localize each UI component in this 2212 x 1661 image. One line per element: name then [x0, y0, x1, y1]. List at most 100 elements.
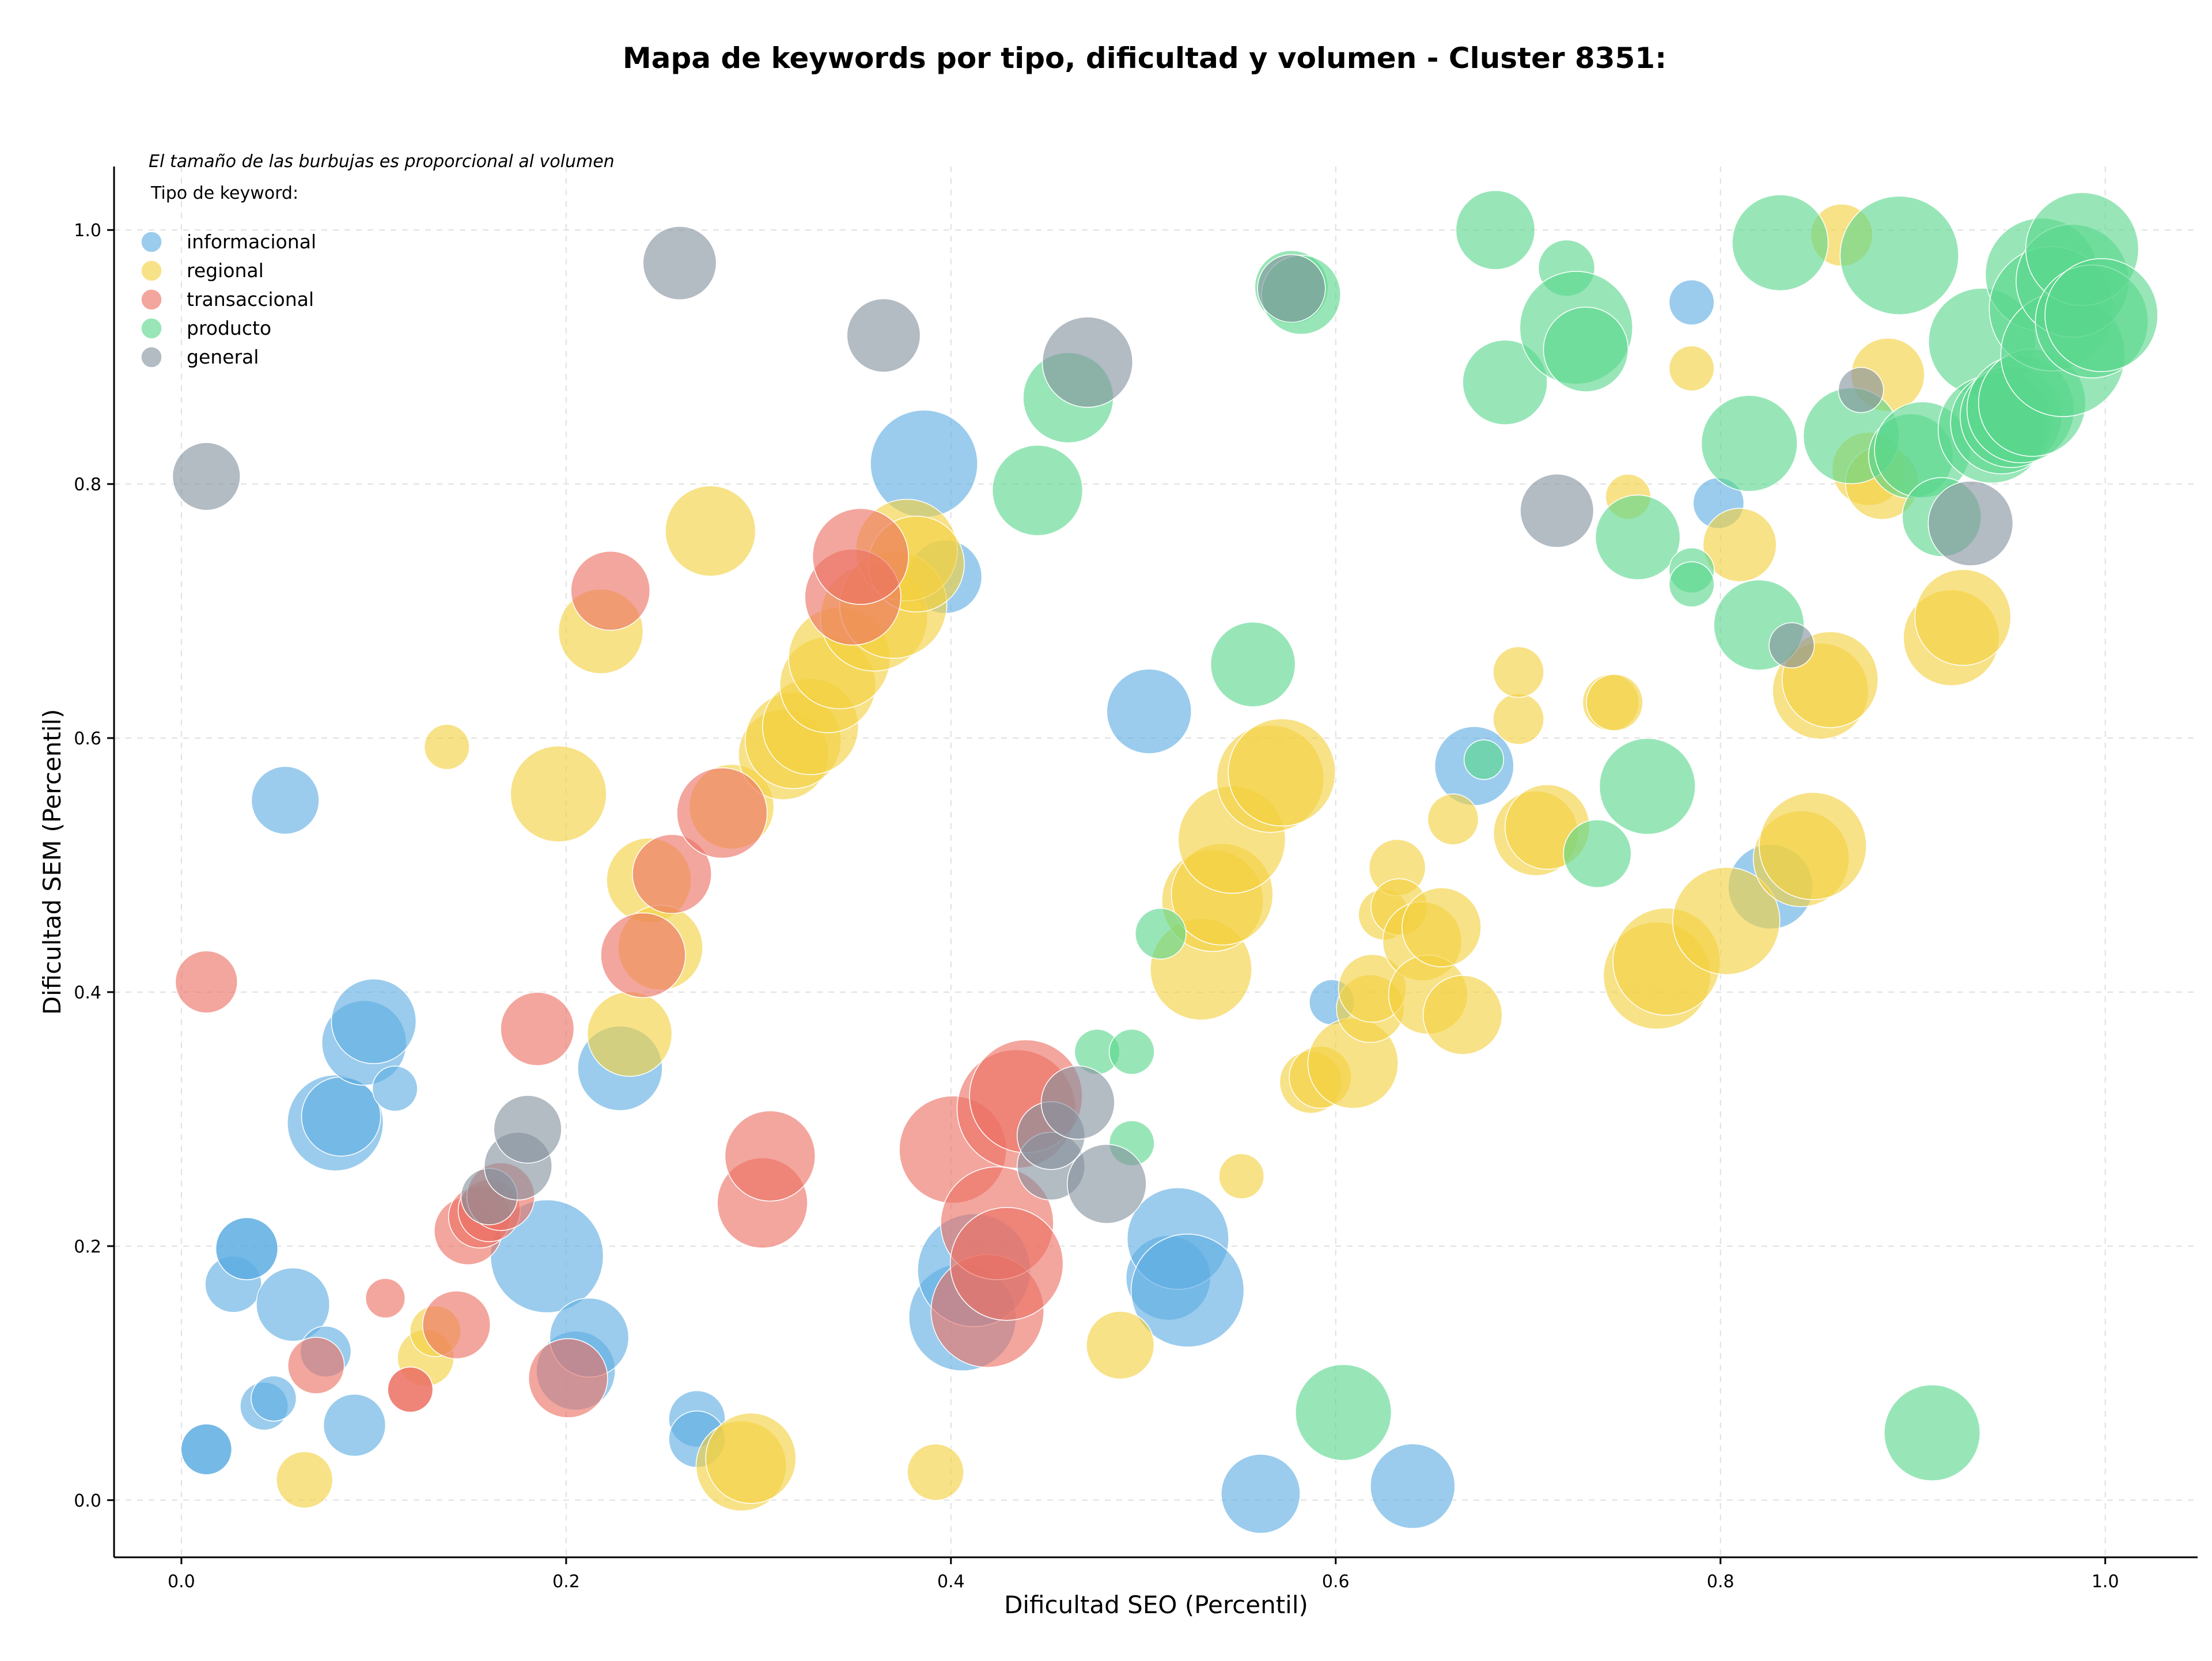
bubble-producto-6	[1210, 621, 1296, 707]
legend-label-general: general	[187, 346, 259, 368]
bubble-informacional-30	[1221, 1454, 1301, 1534]
bubble-informacional-4	[215, 1217, 279, 1280]
bubble-regional-41	[1402, 887, 1482, 967]
bubble-transaccional-23	[949, 1206, 1064, 1321]
bubble-general-9	[1041, 316, 1134, 408]
bubble-producto-10	[1463, 739, 1504, 780]
bubble-informacional-22	[870, 410, 978, 518]
bubble-producto-5	[1134, 907, 1187, 960]
bubble-size-note: El tamaño de las burbujas es proporciona…	[149, 152, 615, 172]
legend-marker-regional	[141, 260, 162, 282]
bubble-regional-30	[1228, 718, 1336, 827]
bubble-transaccional-13	[600, 912, 686, 998]
bubble-producto-17	[1594, 494, 1681, 580]
bubble-general-11	[1257, 254, 1326, 323]
bubble-regional-53	[1668, 345, 1715, 392]
bubble-regional-9	[665, 485, 756, 577]
bubble-transaccional-0	[175, 950, 238, 1013]
x-tick-label-4: 0.8	[1707, 1572, 1734, 1592]
bubble-regional-42	[1427, 793, 1479, 845]
bubble-regional-23	[1086, 1311, 1155, 1380]
bubble-informacional-29	[1130, 1234, 1245, 1348]
y-tick-label-1: 0.2	[74, 1237, 101, 1257]
bubble-informacional-1	[180, 1423, 233, 1475]
y-tick-label-3: 0.6	[74, 729, 101, 749]
bubble-transaccional-5	[422, 1291, 491, 1360]
bubble-regional-4	[510, 746, 607, 843]
y-axis-ticks: 0.0 0.2 0.4 0.6 0.8 1.0	[74, 221, 114, 1511]
y-tick-label-5: 1.0	[74, 221, 101, 241]
bubble-producto-0	[991, 445, 1084, 536]
y-axis-label: Dificultad SEM (Percentil)	[38, 709, 66, 1015]
bubble-producto-12	[1462, 339, 1548, 426]
bubble-producto-3	[1108, 1028, 1155, 1075]
bubble-general-13	[1768, 622, 1815, 669]
bubble-regional-45	[1493, 646, 1544, 698]
bubble-regional-24	[1218, 1153, 1265, 1200]
bubble-producto-11	[1455, 190, 1536, 270]
bubble-informacional-14	[331, 978, 417, 1064]
bubble-informacional-8	[256, 1267, 331, 1342]
bubble-regional-12	[705, 1412, 797, 1504]
bubble-regional-22	[907, 1443, 964, 1501]
bubble-regional-43	[1422, 975, 1503, 1055]
y-tick-label-2: 0.4	[74, 983, 101, 1003]
legend-label-transaccional: transaccional	[187, 288, 314, 311]
bubble-informacional-15	[372, 1065, 418, 1112]
y-tick-label-4: 0.8	[74, 475, 101, 495]
bubble-transaccional-15	[676, 767, 768, 859]
bubble-informacional-7	[251, 766, 320, 835]
x-axis-ticks: 0.0 0.2 0.4 0.6 0.8 1.0	[168, 1557, 2119, 1592]
bubble-transaccional-2	[365, 1278, 406, 1319]
bubble-general-5	[846, 298, 921, 373]
bubble-general-3	[493, 1095, 562, 1164]
bubble-informacional-12	[323, 1394, 387, 1457]
bubble-general-10	[1066, 1144, 1147, 1224]
bubble-regional-6	[586, 991, 673, 1077]
bubble-regional-65	[1914, 569, 2012, 666]
bubble-general-4	[642, 226, 717, 300]
bubble-informacional-32	[1370, 1443, 1456, 1529]
bubbles	[172, 190, 2158, 1534]
legend-marker-informacional	[141, 231, 162, 253]
bubble-producto-23	[1732, 194, 1829, 292]
x-tick-label-2: 0.4	[937, 1572, 965, 1592]
bubble-regional-49	[1586, 674, 1643, 732]
legend-title: Tipo de keyword:	[150, 183, 298, 203]
bubble-informacional-34	[1668, 279, 1715, 326]
bubble-transaccional-4	[387, 1367, 434, 1413]
x-axis-label: Dificultad SEO (Percentil)	[1004, 1591, 1308, 1619]
bubble-transaccional-14	[632, 834, 712, 914]
legend-marker-transaccional	[141, 289, 162, 311]
legend: Tipo de keyword: informacional regional tr…	[141, 183, 316, 368]
bubble-informacional-11	[301, 1076, 381, 1157]
bubble-transaccional-1	[287, 1337, 345, 1394]
bubble-producto-16	[1563, 819, 1632, 888]
bubble-producto-18	[1599, 737, 1696, 835]
bubble-producto-25	[1839, 195, 1959, 315]
bubble-transaccional-11	[528, 1338, 608, 1418]
bubble-general-15	[1927, 480, 2014, 566]
x-tick-label-1: 0.2	[552, 1572, 580, 1592]
bubble-transaccional-10	[500, 992, 575, 1066]
bubble-regional-3	[423, 724, 470, 770]
bubble-producto-28	[1884, 1384, 1981, 1482]
bubble-producto-42	[2044, 258, 2158, 372]
bubble-producto-21	[1700, 395, 1798, 492]
legend-marker-producto	[141, 317, 162, 339]
bubble-informacional-6	[251, 1375, 297, 1422]
chart-title: Mapa de keywords por tipo, dificultad y …	[623, 41, 1666, 75]
bubble-transaccional-17	[724, 1110, 816, 1202]
bubble-transaccional-19	[812, 508, 909, 605]
legend-label-producto: producto	[187, 317, 271, 339]
bubble-regional-0	[275, 1451, 334, 1509]
bubble-producto-9	[1295, 1364, 1392, 1461]
bubble-producto-20	[1668, 561, 1715, 608]
x-tick-label-0: 0.0	[168, 1572, 195, 1592]
legend-marker-general	[141, 346, 162, 368]
bubble-general-8	[1040, 1065, 1115, 1140]
bubble-transaccional-12	[570, 550, 651, 631]
x-tick-label-3: 0.6	[1322, 1572, 1350, 1592]
bubble-producto-15	[1543, 307, 1629, 392]
